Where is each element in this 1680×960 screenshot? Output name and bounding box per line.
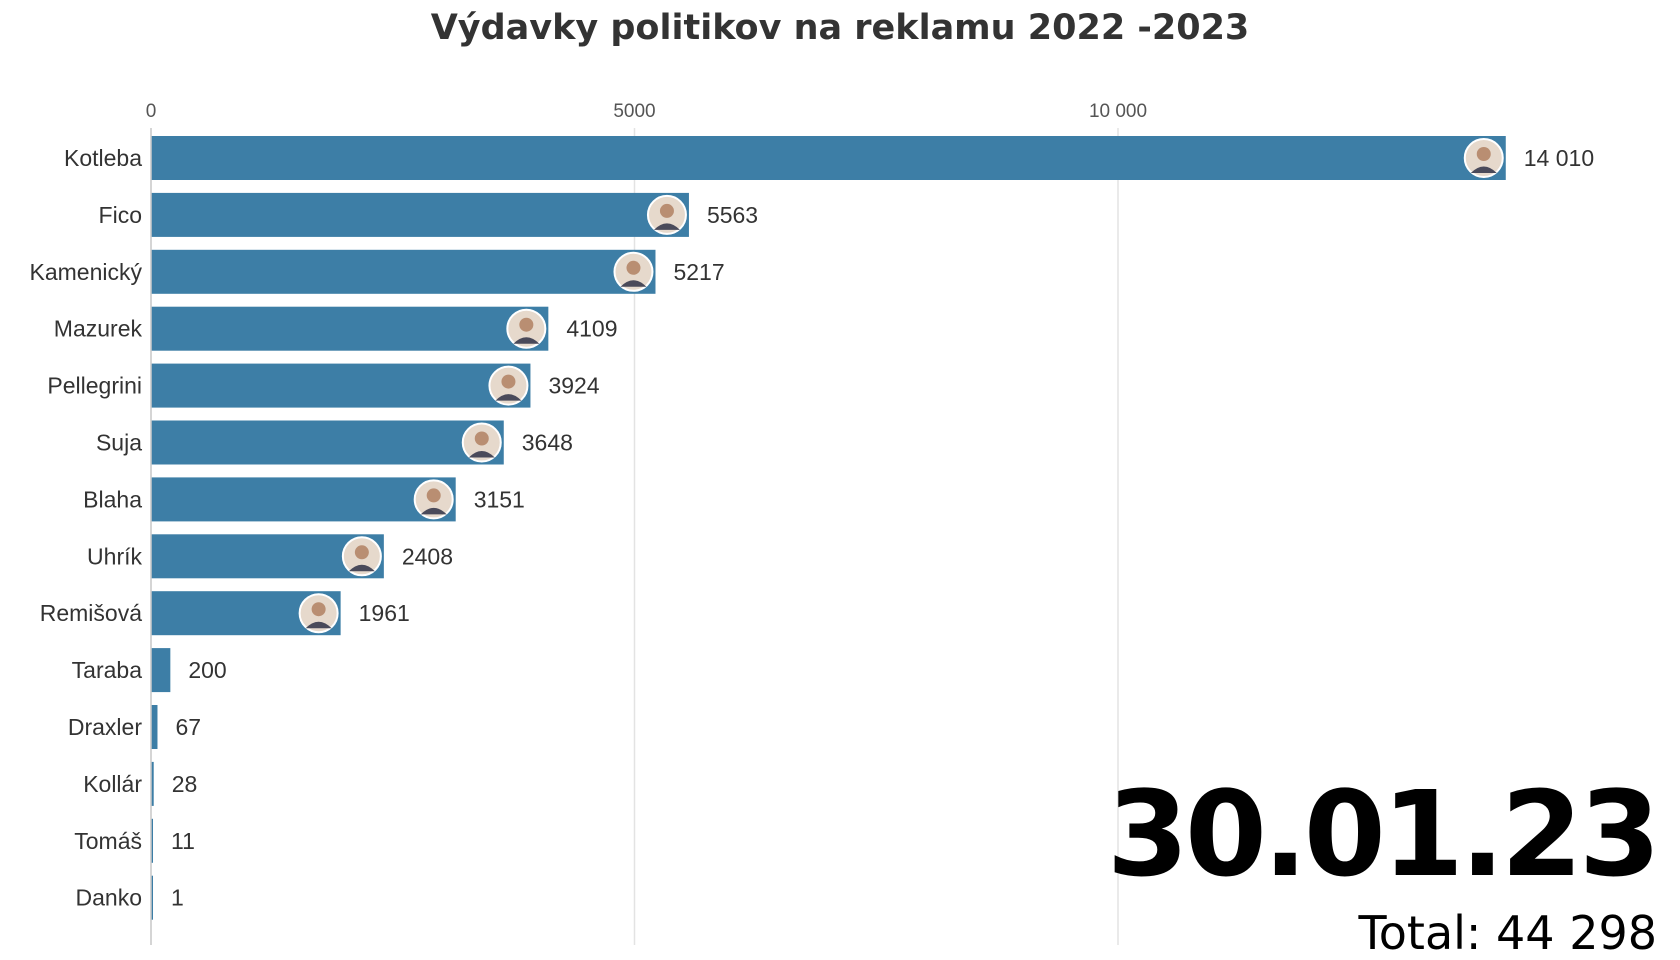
avatar-face (626, 260, 641, 275)
avatar-face (311, 602, 326, 617)
avatar-face (426, 488, 441, 503)
avatar-body (653, 223, 680, 230)
value-label: 67 (175, 714, 201, 740)
category-label: Uhrík (87, 543, 142, 569)
avatar-face (501, 374, 516, 389)
chart-title: Výdavky politikov na reklamu 2022 -2023 (430, 8, 1250, 48)
category-label: Draxler (68, 714, 142, 740)
category-label: Suja (96, 430, 142, 456)
avatar-body (513, 337, 540, 344)
category-label: Kollár (83, 771, 142, 797)
value-label: 3924 (548, 373, 599, 399)
category-label: Danko (76, 885, 142, 911)
bar (151, 136, 1506, 180)
avatar-face (474, 431, 489, 446)
value-label: 0 (169, 942, 182, 945)
category-label: Matovič (63, 942, 142, 945)
bar (151, 477, 456, 522)
avatar-body (348, 564, 375, 572)
avatar-body (495, 394, 522, 401)
value-label: 3648 (522, 430, 573, 456)
category-label: Mazurek (54, 316, 143, 342)
bar (151, 363, 531, 408)
date-stamp: 30.01.23 (1106, 765, 1661, 903)
avatar-face (1476, 147, 1491, 161)
value-label: 2408 (402, 543, 453, 569)
value-label: 1961 (359, 600, 410, 626)
value-label: 14 010 (1524, 145, 1594, 171)
x-tick-label: 5000 (613, 101, 655, 122)
total-stamp: Total: 44 298 (1358, 906, 1657, 960)
category-label: Remišová (40, 600, 142, 626)
avatar-face (519, 317, 534, 332)
value-label: 11 (171, 828, 195, 854)
bar (151, 306, 549, 351)
x-tick-label: 10 000 (1089, 101, 1147, 122)
bar (151, 818, 153, 863)
x-tick-label: 0 (146, 101, 157, 122)
category-label: Blaha (83, 486, 142, 512)
bar (151, 192, 689, 237)
category-label: Kotleba (64, 145, 142, 171)
bar (151, 249, 656, 294)
bar (151, 648, 171, 693)
category-label: Fico (99, 202, 142, 228)
avatar-face (354, 545, 369, 560)
value-label: 1 (171, 885, 184, 911)
avatar-body (1470, 166, 1497, 173)
bar (151, 420, 504, 465)
category-label: Kamenický (30, 259, 143, 285)
value-label: 28 (172, 771, 198, 797)
avatar-face (659, 203, 674, 218)
bar (151, 705, 158, 749)
category-label: Pellegrini (47, 373, 142, 399)
category-label: Taraba (72, 657, 143, 683)
value-label: 200 (188, 657, 226, 683)
value-label: 5563 (707, 202, 758, 228)
avatar-body (620, 280, 647, 287)
category-label: Tomáš (74, 828, 142, 854)
bar (151, 875, 153, 920)
value-label: 5217 (673, 259, 724, 285)
value-label: 3151 (474, 486, 525, 512)
value-label: 4109 (566, 316, 617, 342)
avatar-body (305, 621, 332, 629)
avatar-body (468, 451, 495, 458)
avatar-body (420, 507, 447, 515)
bar (151, 761, 154, 806)
